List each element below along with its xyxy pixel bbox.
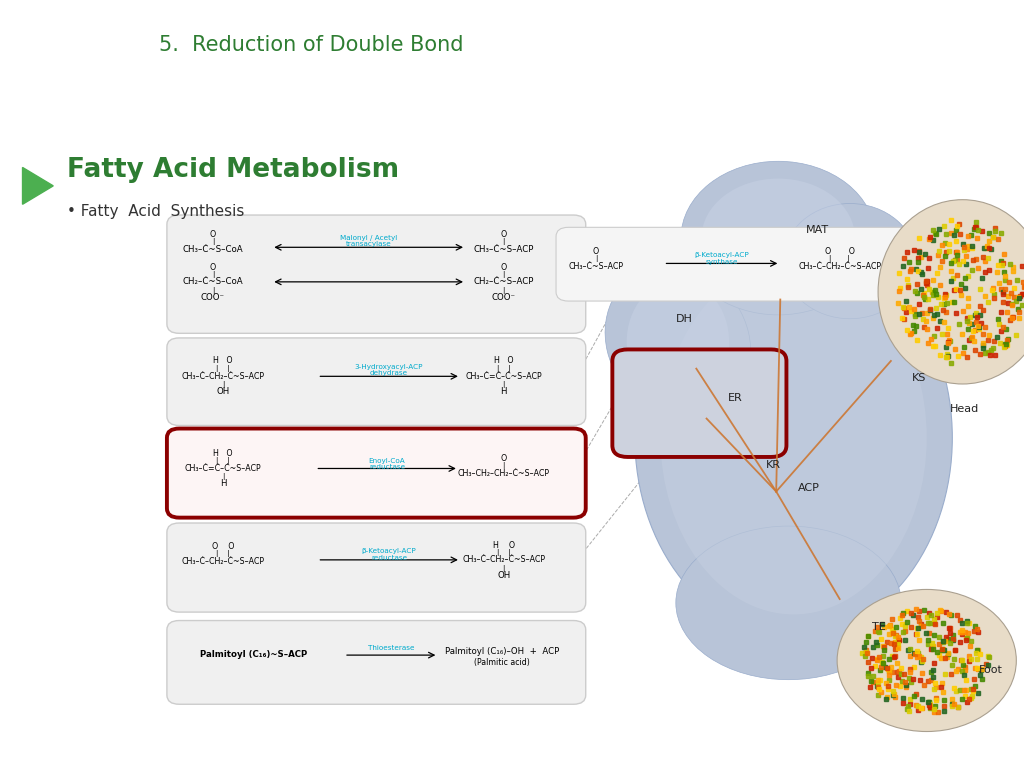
Text: 3-Hydroxyacyl-ACP: 3-Hydroxyacyl-ACP xyxy=(355,364,423,370)
Text: CH₃–Ċ–CH₂–Ċ~S–ACP: CH₃–Ċ–CH₂–Ċ~S–ACP xyxy=(181,557,265,566)
Ellipse shape xyxy=(635,238,952,637)
Text: MAT: MAT xyxy=(806,225,828,236)
Text: |: | xyxy=(212,238,214,246)
Text: |: | xyxy=(503,238,505,246)
Text: O: O xyxy=(210,263,216,272)
Text: CH₃–Ċ–CH₂–Ċ~S–ACP: CH₃–Ċ–CH₂–Ċ~S–ACP xyxy=(181,372,265,381)
Text: |: | xyxy=(503,270,505,278)
Text: O: O xyxy=(501,454,507,463)
Text: Palmitoyl (C₁₆)~S–ACP: Palmitoyl (C₁₆)~S–ACP xyxy=(201,650,307,659)
Text: ACP: ACP xyxy=(798,482,820,493)
Text: (Palmitic acid): (Palmitic acid) xyxy=(474,657,529,667)
Text: O: O xyxy=(501,263,507,272)
Text: CH₃–Ċ~S–ACP: CH₃–Ċ~S–ACP xyxy=(568,262,624,271)
Text: Palmitoyl (C₁₆)–OH  +  ACP: Palmitoyl (C₁₆)–OH + ACP xyxy=(444,647,559,656)
FancyBboxPatch shape xyxy=(556,227,995,301)
Text: H    O: H O xyxy=(493,541,515,550)
Text: Fatty Acid Metabolism: Fatty Acid Metabolism xyxy=(67,157,398,184)
Text: O: O xyxy=(593,247,599,256)
Ellipse shape xyxy=(676,526,901,680)
Text: |: | xyxy=(503,462,505,469)
Text: Foot: Foot xyxy=(979,664,1004,675)
Text: |    |: | | xyxy=(216,457,230,465)
Text: |: | xyxy=(212,270,214,278)
Text: |    |: | | xyxy=(497,548,511,556)
Text: |: | xyxy=(503,286,505,294)
Text: |    |: | | xyxy=(497,365,511,372)
FancyBboxPatch shape xyxy=(167,215,586,333)
FancyBboxPatch shape xyxy=(167,338,586,425)
Text: transacylase: transacylase xyxy=(346,241,391,247)
Text: Thioesterase: Thioesterase xyxy=(368,645,415,651)
Text: reductase: reductase xyxy=(371,554,408,561)
Text: CH₂–Ċ~S–CoA: CH₂–Ċ~S–CoA xyxy=(182,277,244,286)
Text: |: | xyxy=(503,564,505,572)
Text: |    |: | | xyxy=(216,550,230,558)
Text: reductase: reductase xyxy=(369,464,406,470)
Text: CH₃–Ċ~S–ACP: CH₃–Ċ~S–ACP xyxy=(474,245,534,254)
Text: |    |: | | xyxy=(216,365,230,372)
Ellipse shape xyxy=(838,590,1016,731)
Text: Head: Head xyxy=(950,403,979,414)
Text: KS: KS xyxy=(912,372,927,383)
Text: CH₃–Ċ~S–CoA: CH₃–Ċ~S–CoA xyxy=(182,245,244,254)
Text: Malonyl / Acetyl: Malonyl / Acetyl xyxy=(340,235,397,241)
Text: synthase: synthase xyxy=(706,259,738,265)
Ellipse shape xyxy=(878,200,1024,384)
Text: OH: OH xyxy=(498,571,510,580)
Ellipse shape xyxy=(783,204,916,319)
Text: TE: TE xyxy=(871,622,886,633)
Text: |: | xyxy=(222,473,224,481)
Text: β-Ketoacyl-ACP: β-Ketoacyl-ACP xyxy=(694,252,750,258)
Text: COO⁻: COO⁻ xyxy=(492,293,516,302)
FancyBboxPatch shape xyxy=(167,621,586,704)
Text: O    O: O O xyxy=(212,542,234,551)
FancyBboxPatch shape xyxy=(167,523,586,612)
Text: OH: OH xyxy=(217,387,229,396)
Text: • Fatty  Acid  Synthesis: • Fatty Acid Synthesis xyxy=(67,204,244,219)
Text: 5.  Reduction of Double Bond: 5. Reduction of Double Bond xyxy=(159,35,463,55)
Text: O: O xyxy=(210,230,216,239)
Text: H: H xyxy=(220,479,226,488)
Ellipse shape xyxy=(660,261,927,614)
Text: |: | xyxy=(212,286,214,294)
Text: CH₃–Ċ–CH₂–Ċ~S–ACP: CH₃–Ċ–CH₂–Ċ~S–ACP xyxy=(462,555,546,564)
Text: CH₃–Ċ=Ċ–Ċ~S–ACP: CH₃–Ċ=Ċ–Ċ~S–ACP xyxy=(185,464,261,473)
FancyBboxPatch shape xyxy=(167,429,586,518)
Ellipse shape xyxy=(701,179,855,298)
Text: H   O: H O xyxy=(213,356,233,366)
Text: CH₃–CH₂–CH₂–Ċ~S–ACP: CH₃–CH₂–CH₂–Ċ~S–ACP xyxy=(458,468,550,478)
Text: COO⁻: COO⁻ xyxy=(201,293,225,302)
Polygon shape xyxy=(23,167,53,204)
Text: H   O: H O xyxy=(213,449,233,458)
Text: CH₃–Ċ–CH₂–Ċ~S–ACP: CH₃–Ċ–CH₂–Ċ~S–ACP xyxy=(798,262,882,271)
Text: |: | xyxy=(503,381,505,389)
Text: KR: KR xyxy=(766,459,780,470)
Text: |       |: | | xyxy=(829,255,850,263)
Text: β-Ketoacyl-ACP: β-Ketoacyl-ACP xyxy=(361,548,417,554)
Text: dehydrase: dehydrase xyxy=(370,370,409,376)
Ellipse shape xyxy=(681,161,876,315)
Text: Enoyl-CoA: Enoyl-CoA xyxy=(369,458,406,464)
Text: CH₂–Ċ~S–ACP: CH₂–Ċ~S–ACP xyxy=(474,277,534,286)
FancyBboxPatch shape xyxy=(612,349,786,457)
Text: |: | xyxy=(595,255,597,263)
Text: |: | xyxy=(222,381,224,389)
Ellipse shape xyxy=(627,280,729,403)
Ellipse shape xyxy=(605,266,751,418)
Text: H   O: H O xyxy=(494,356,514,366)
Text: DH: DH xyxy=(676,313,692,324)
Text: ER: ER xyxy=(728,392,742,403)
Text: CH₃–Ċ=Ċ–Ċ~S–ACP: CH₃–Ċ=Ċ–Ċ~S–ACP xyxy=(466,372,542,381)
Text: O       O: O O xyxy=(824,247,855,256)
Text: O: O xyxy=(501,230,507,239)
Text: H: H xyxy=(501,387,507,396)
